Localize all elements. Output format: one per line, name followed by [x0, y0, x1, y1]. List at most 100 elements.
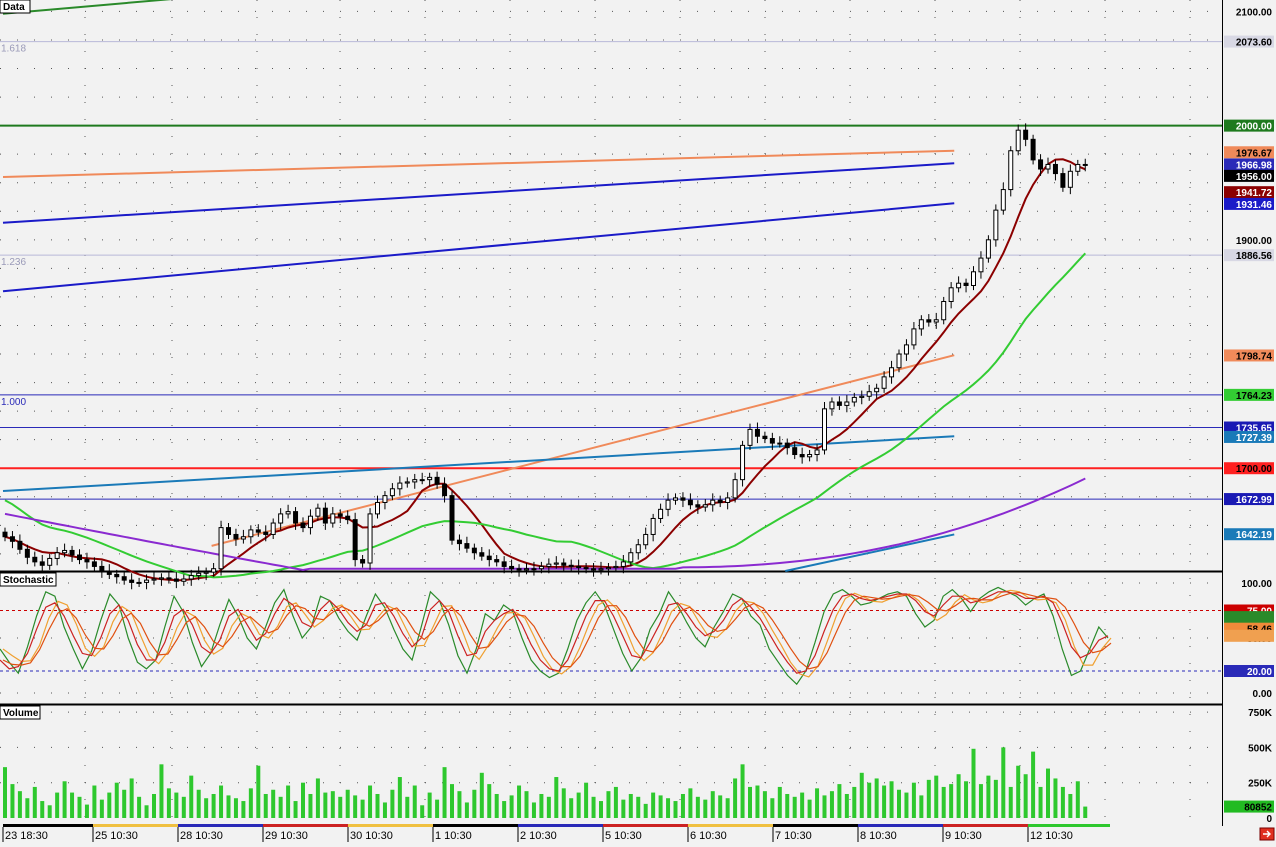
- volume-bar: [129, 778, 134, 818]
- candle: [1015, 124, 1021, 156]
- candle: [613, 560, 619, 573]
- volume-bar: [450, 784, 454, 818]
- session-strip: [603, 824, 688, 827]
- session-strip: [858, 824, 943, 827]
- price-tag-text: 1956.00: [1236, 172, 1273, 183]
- volume-bar: [740, 764, 745, 818]
- sma-long-line[interactable]: [4, 477, 1086, 572]
- price-tag: 1956.00: [1224, 169, 1274, 183]
- price-tag: 1700.00: [1224, 462, 1274, 475]
- candle: [307, 509, 313, 535]
- horizontal-levels: 1.618 1.236 1.000: [0, 41, 1222, 500]
- trendline[interactable]: [2, 149, 955, 179]
- volume-bar: [92, 785, 97, 818]
- volume-bar: [800, 792, 805, 818]
- trendline[interactable]: [2, 0, 187, 15]
- candle: [1067, 164, 1073, 195]
- volume-bar: [718, 795, 723, 818]
- candle: [367, 508, 373, 570]
- volume-bar: [636, 796, 641, 818]
- candle: [99, 560, 105, 578]
- volume-panel-label: Volume: [3, 708, 39, 719]
- candle: [352, 512, 358, 567]
- price-tag: 1764.23: [1224, 388, 1274, 402]
- session-strip: [433, 824, 518, 827]
- candle: [799, 447, 805, 464]
- candle: [337, 509, 343, 524]
- volume-bar: [464, 802, 469, 818]
- trendline[interactable]: [2, 435, 955, 493]
- volume-bar: [181, 796, 186, 818]
- volume-bar: [323, 792, 328, 818]
- candle: [114, 569, 120, 584]
- price-tag-text: 1700.00: [1236, 464, 1273, 475]
- volume-bar: [941, 786, 946, 818]
- volume-bar: [345, 789, 350, 818]
- volume-bar: [964, 781, 969, 818]
- stoch-axis-tick: 100.00: [1241, 579, 1272, 590]
- volume-bar: [286, 785, 291, 818]
- volume-bar: [487, 784, 492, 818]
- volume-bar: [427, 792, 432, 818]
- volume-bar: [628, 793, 633, 818]
- date-label: 12 10:30: [1030, 830, 1073, 842]
- stoch-signal-line-1[interactable]: [2, 591, 1112, 670]
- candle: [889, 360, 895, 384]
- candle: [382, 491, 388, 510]
- trendline[interactable]: [211, 354, 955, 547]
- volume-bar: [502, 801, 507, 818]
- price-axis: 2100.001900.00100.0050.000.00750K500K250…: [1223, 0, 1276, 826]
- date-label: 28 10:30: [180, 830, 223, 842]
- volume-bar: [1001, 747, 1006, 818]
- candle: [501, 556, 507, 574]
- stoch-signal-line-0[interactable]: [2, 589, 1112, 678]
- candle: [121, 571, 127, 585]
- candle: [32, 551, 38, 567]
- stoch-line-0[interactable]: [0, 586, 1109, 686]
- volume-bar: [1060, 786, 1065, 818]
- volume-bar: [241, 801, 246, 818]
- candle: [136, 577, 142, 587]
- stoch-line-1[interactable]: [0, 591, 1109, 674]
- volume-bar: [263, 793, 268, 818]
- price-tag-text: 2000.00: [1236, 122, 1273, 133]
- price-panel-label-box: [0, 0, 31, 14]
- trendline[interactable]: [2, 202, 955, 293]
- candle: [1060, 167, 1066, 192]
- volume-bar: [621, 799, 626, 818]
- volume-bar: [47, 805, 52, 818]
- price-tag-text: 1798.74: [1236, 351, 1273, 362]
- candle: [702, 499, 708, 512]
- candle: [807, 449, 813, 462]
- trendline[interactable]: [785, 533, 955, 572]
- candle: [635, 539, 641, 560]
- volume-bar: [755, 785, 760, 818]
- volume-axis-tick: 0: [1266, 814, 1272, 825]
- date-label: 1 10:30: [435, 830, 472, 842]
- volume-bar: [159, 764, 164, 818]
- trendline[interactable]: [2, 162, 955, 224]
- volume-bar: [509, 795, 514, 818]
- volume-bar: [904, 792, 909, 818]
- volume-bar: [55, 792, 60, 818]
- candle: [769, 432, 775, 450]
- stoch-tag: [1224, 629, 1274, 642]
- candle: [486, 549, 492, 567]
- candle: [9, 531, 15, 549]
- price-tag: 1886.56: [1224, 249, 1274, 262]
- volume-bar: [308, 793, 313, 818]
- date-label: 8 10:30: [860, 830, 897, 842]
- volume-bar: [114, 782, 119, 818]
- candle: [754, 422, 760, 444]
- candle: [866, 384, 872, 401]
- session-strip: [263, 824, 348, 827]
- candle: [255, 524, 261, 537]
- candle: [792, 441, 798, 460]
- candle: [1045, 157, 1051, 174]
- corner-resize-button[interactable]: [1259, 827, 1275, 841]
- sma-slow-line[interactable]: [4, 252, 1087, 579]
- price-tag-text: 1764.23: [1236, 391, 1273, 402]
- volume-bar: [859, 772, 864, 818]
- volume-bar: [591, 796, 596, 818]
